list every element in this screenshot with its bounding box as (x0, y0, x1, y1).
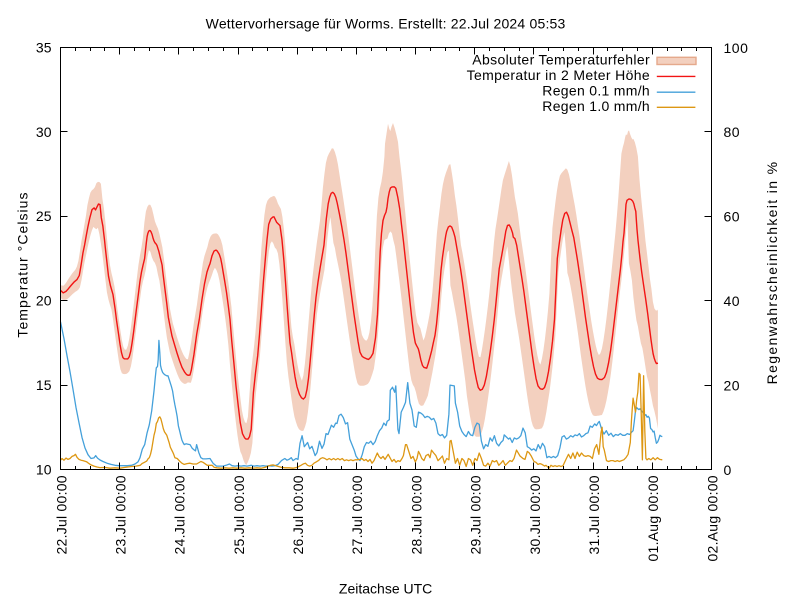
svg-text:20: 20 (36, 293, 52, 309)
svg-text:Regen 1.0 mm/h: Regen 1.0 mm/h (542, 98, 650, 114)
svg-text:Temperatur in 2 Meter Höhe: Temperatur in 2 Meter Höhe (467, 67, 650, 83)
svg-text:01.Aug 00:00: 01.Aug 00:00 (645, 475, 661, 561)
svg-text:Regen 0.1 mm/h: Regen 0.1 mm/h (542, 83, 650, 99)
svg-text:10: 10 (36, 461, 52, 477)
svg-text:27.Jul 00:00: 27.Jul 00:00 (349, 475, 365, 554)
svg-text:22.Jul 00:00: 22.Jul 00:00 (53, 475, 69, 554)
svg-text:Absoluter Temperaturfehler: Absoluter Temperaturfehler (472, 51, 650, 67)
svg-text:23.Jul 00:00: 23.Jul 00:00 (113, 475, 129, 554)
svg-text:35: 35 (36, 39, 52, 55)
svg-text:Regenwahrscheinlichkeit in %: Regenwahrscheinlichkeit in % (764, 161, 780, 385)
svg-text:80: 80 (724, 124, 741, 140)
svg-text:29.Jul 00:00: 29.Jul 00:00 (468, 475, 484, 554)
svg-text:30: 30 (36, 124, 52, 140)
svg-text:Zeitachse UTC: Zeitachse UTC (339, 581, 432, 597)
svg-text:31.Jul 00:00: 31.Jul 00:00 (586, 475, 602, 554)
svg-text:0: 0 (724, 462, 732, 478)
svg-text:20: 20 (724, 377, 741, 393)
svg-text:Temperatur °Celsius: Temperatur °Celsius (15, 191, 31, 337)
svg-text:15: 15 (36, 377, 52, 393)
svg-text:Wettervorhersage für Worms. Er: Wettervorhersage für Worms. Erstellt: 22… (206, 15, 566, 31)
svg-text:26.Jul 00:00: 26.Jul 00:00 (290, 475, 306, 554)
svg-text:28.Jul 00:00: 28.Jul 00:00 (408, 475, 424, 554)
svg-text:40: 40 (724, 293, 741, 309)
svg-text:25: 25 (36, 208, 52, 224)
svg-text:25.Jul 00:00: 25.Jul 00:00 (231, 475, 247, 554)
svg-text:24.Jul 00:00: 24.Jul 00:00 (172, 475, 188, 554)
svg-text:02.Aug 00:00: 02.Aug 00:00 (704, 475, 720, 561)
svg-text:100: 100 (724, 40, 749, 56)
svg-text:30.Jul 00:00: 30.Jul 00:00 (527, 475, 543, 554)
svg-text:60: 60 (724, 209, 741, 225)
